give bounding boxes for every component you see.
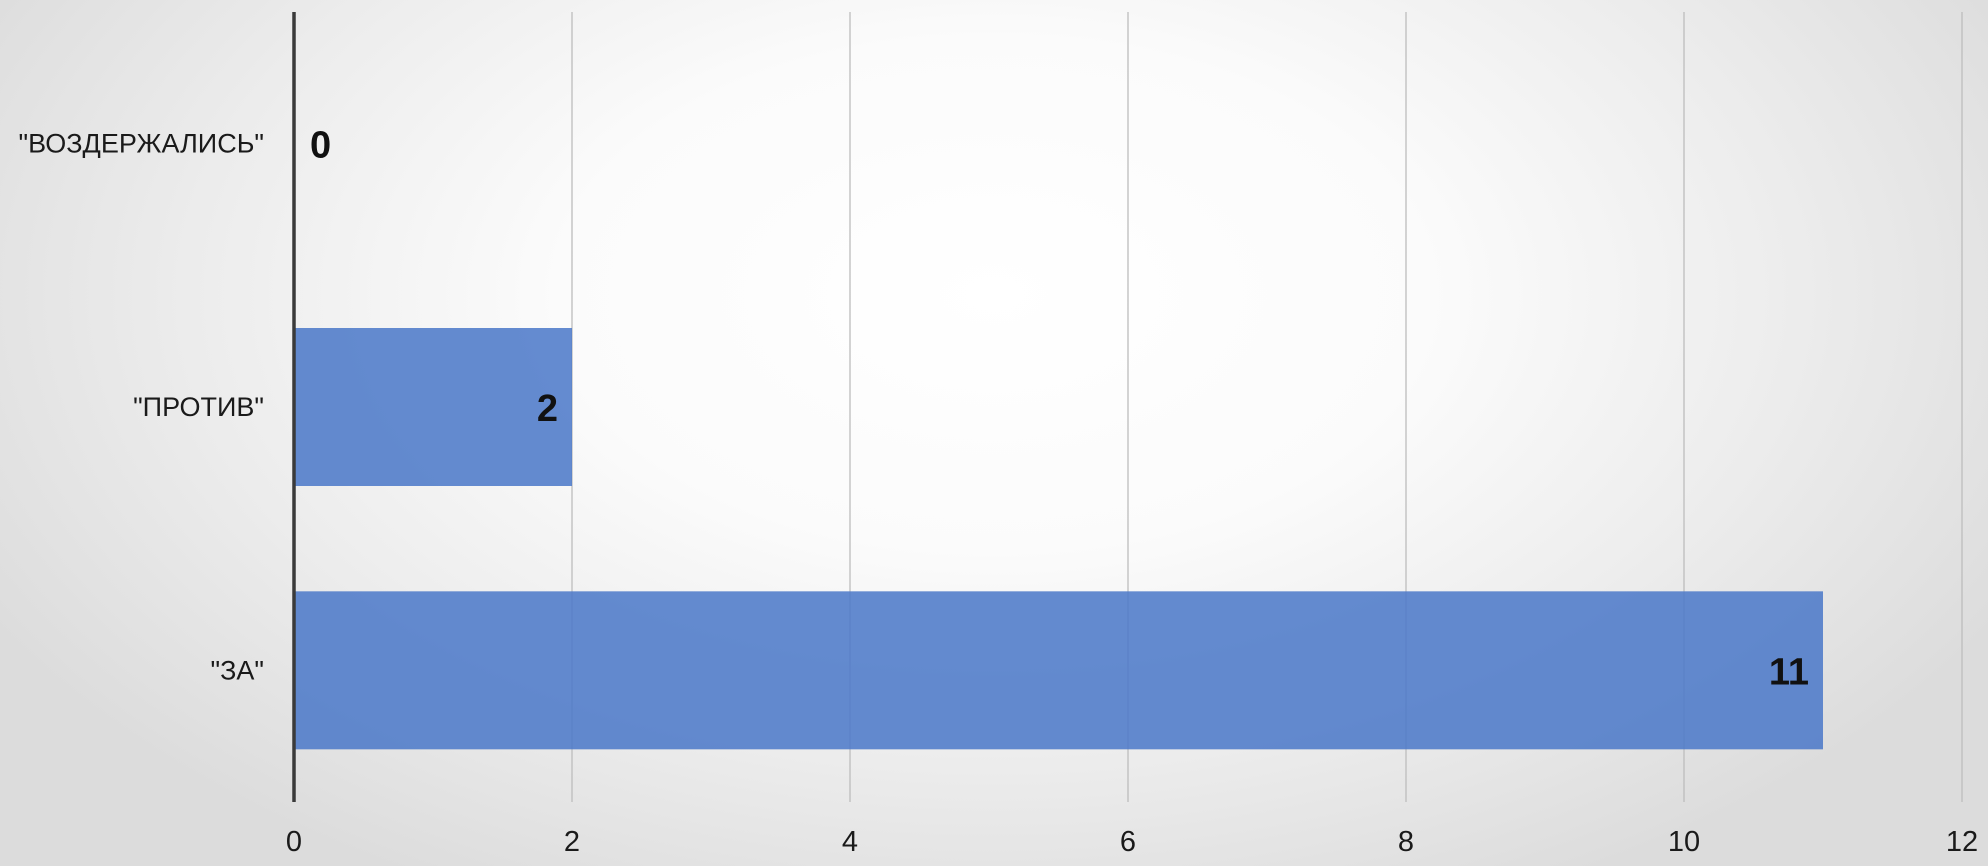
x-tick-label-2: 2 xyxy=(564,826,580,858)
bars xyxy=(294,328,1823,750)
category-label-2: "ЗА" xyxy=(211,655,265,685)
data-label-1: 2 xyxy=(537,388,558,430)
data-label-2: 11 xyxy=(1769,651,1809,693)
category-label-0: "ВОЗДЕРЖАЛИСЬ" xyxy=(19,129,264,159)
bar-1 xyxy=(294,328,572,486)
x-tick-label-4: 4 xyxy=(842,826,858,858)
bar-2 xyxy=(294,591,1823,750)
x-tick-label-8: 8 xyxy=(1398,826,1414,858)
x-tick-label-0: 0 xyxy=(286,826,302,858)
data-labels: 0 2 11 xyxy=(310,125,1809,694)
category-label-1: "ПРОТИВ" xyxy=(133,392,264,422)
category-labels: "ВОЗДЕРЖАЛИСЬ" "ПРОТИВ" "ЗА" xyxy=(19,129,264,686)
data-label-0: 0 xyxy=(310,125,331,167)
x-tick-label-6: 6 xyxy=(1120,826,1136,858)
x-tick-labels: 0 2 4 6 8 10 12 xyxy=(286,826,1978,858)
x-tick-label-10: 10 xyxy=(1668,826,1700,858)
x-tick-label-12: 12 xyxy=(1946,826,1978,858)
